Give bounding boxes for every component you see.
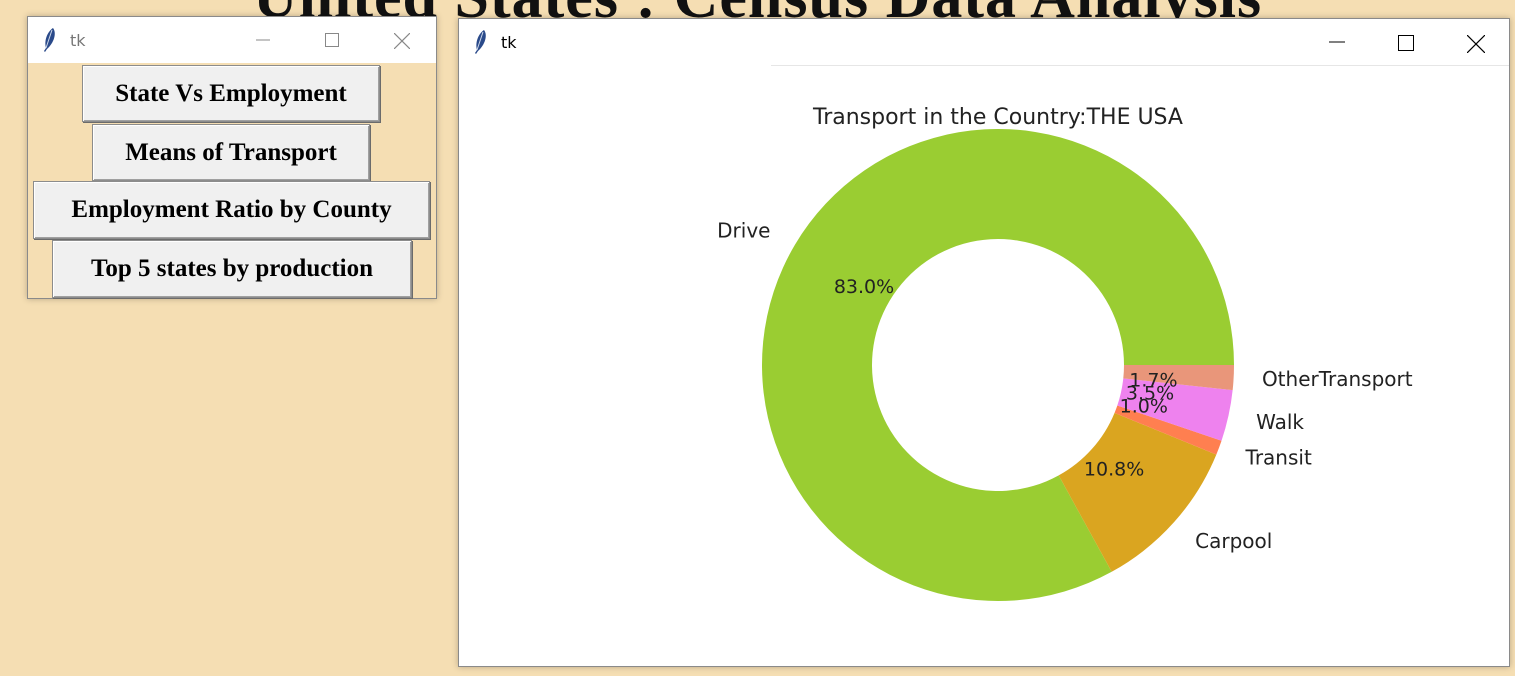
tk-feather-icon [44, 28, 55, 52]
donut-slice-othertransport [1123, 365, 1234, 391]
close-button[interactable] [1439, 19, 1509, 65]
donut-slice-walk [1117, 378, 1233, 441]
donut-slice-carpool [1058, 412, 1217, 572]
tk-feather-icon [475, 30, 486, 54]
minimize-icon [256, 39, 270, 41]
close-button[interactable] [366, 17, 436, 63]
slice-pct-carpool: 10.8% [1084, 459, 1144, 481]
slice-label-walk: Walk [1256, 410, 1304, 434]
slice-pct-othertransport: 1.7% [1129, 369, 1177, 391]
maximize-button[interactable] [297, 17, 367, 63]
chart-title: Transport in the Country:THE USA [812, 105, 1183, 130]
menu-window-titlebar[interactable]: tk [28, 17, 436, 63]
chart-window-title: tk [501, 33, 517, 52]
slice-pct-walk: 3.5% [1126, 382, 1174, 404]
minimize-button[interactable] [228, 17, 298, 63]
donut-slice-drive [762, 129, 1234, 601]
means-of-transport-button[interactable]: Means of Transport [92, 124, 370, 181]
slice-label-transit: Transit [1245, 446, 1312, 470]
maximize-icon [325, 33, 339, 47]
close-icon [1467, 35, 1485, 53]
state-vs-employment-button[interactable]: State Vs Employment [82, 65, 380, 122]
slice-label-carpool: Carpool [1195, 529, 1272, 553]
slice-label-drive: Drive [717, 218, 770, 242]
chart-window-titlebar[interactable]: tk [459, 19, 1509, 65]
menu-window-body: State Vs Employment Means of Transport E… [28, 63, 436, 298]
maximize-icon [1398, 35, 1414, 51]
slice-label-othertransport: OtherTransport [1262, 367, 1413, 391]
top-5-states-by-production-button[interactable]: Top 5 states by production [52, 240, 412, 298]
slice-pct-drive: 83.0% [834, 276, 894, 298]
close-icon [394, 33, 410, 49]
minimize-icon [1329, 41, 1345, 43]
maximize-button[interactable] [1370, 19, 1440, 65]
menu-window-title: tk [70, 31, 86, 50]
menu-window: tk State Vs Employment Means of Transpor… [27, 16, 437, 299]
donut-slice-transit [1114, 405, 1222, 455]
transport-donut-chart: Transport in the Country:THE USA Drive 83… [717, 105, 1413, 601]
chart-window: tk Transport in the Country:THE USA Driv… [458, 18, 1510, 667]
minimize-button[interactable] [1301, 19, 1371, 65]
employment-ratio-by-county-button[interactable]: Employment Ratio by County [33, 181, 430, 239]
chart-canvas-area: Transport in the Country:THE USA Drive 83… [459, 66, 1509, 666]
slice-pct-transit: 1.0% [1120, 396, 1168, 418]
titlebar-separator [771, 65, 1509, 66]
